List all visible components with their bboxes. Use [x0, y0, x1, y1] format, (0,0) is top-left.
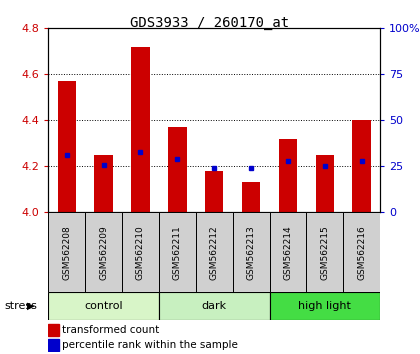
Text: stress: stress: [4, 301, 37, 311]
Text: GSM562209: GSM562209: [99, 225, 108, 280]
Text: GSM562216: GSM562216: [357, 225, 366, 280]
Bar: [85, 212, 122, 292]
Bar: [306, 212, 343, 292]
Bar: [48, 324, 59, 336]
Text: GDS3933 / 260170_at: GDS3933 / 260170_at: [131, 16, 289, 30]
Text: ▶: ▶: [26, 301, 34, 311]
Bar: [352, 120, 371, 212]
Text: GSM562210: GSM562210: [136, 225, 145, 280]
Text: GSM562215: GSM562215: [320, 225, 329, 280]
Bar: [94, 155, 113, 212]
Bar: [159, 212, 196, 292]
Text: GSM562211: GSM562211: [173, 225, 182, 280]
Bar: [233, 212, 270, 292]
Bar: [58, 81, 76, 212]
Text: GSM562213: GSM562213: [247, 225, 255, 280]
Bar: [343, 212, 380, 292]
Bar: [270, 292, 380, 320]
Bar: [315, 155, 334, 212]
Bar: [196, 212, 233, 292]
Text: control: control: [84, 301, 123, 311]
Bar: [279, 139, 297, 212]
Bar: [122, 212, 159, 292]
Bar: [168, 127, 186, 212]
Text: high light: high light: [298, 301, 351, 311]
Text: transformed count: transformed count: [62, 325, 159, 335]
Bar: [205, 171, 223, 212]
Text: dark: dark: [202, 301, 227, 311]
Bar: [48, 212, 85, 292]
Bar: [48, 292, 159, 320]
Bar: [48, 339, 59, 351]
Bar: [131, 47, 150, 212]
Text: GSM562208: GSM562208: [62, 225, 71, 280]
Text: GSM562212: GSM562212: [210, 225, 219, 280]
Bar: [270, 212, 306, 292]
Text: GSM562214: GSM562214: [284, 225, 292, 280]
Text: percentile rank within the sample: percentile rank within the sample: [62, 340, 237, 350]
Bar: [242, 183, 260, 212]
Bar: [159, 292, 270, 320]
